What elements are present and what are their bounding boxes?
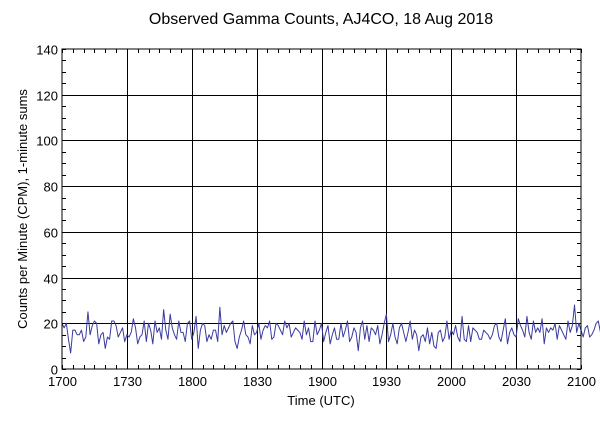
- y-tick-label: 20: [44, 317, 58, 332]
- x-tick-label: 2100: [567, 374, 596, 389]
- y-axis-title: Counts per Minute (CPM), 1-minute sums: [15, 89, 30, 329]
- minor-ticks: [62, 49, 582, 370]
- x-tick-label: 1830: [243, 374, 272, 389]
- y-tick-label: 80: [44, 180, 58, 195]
- y-tick-label: 140: [36, 43, 58, 58]
- y-tick-label: 0: [51, 363, 58, 378]
- x-tick-label: 1900: [308, 374, 337, 389]
- y-tick-label: 60: [44, 226, 58, 241]
- y-tick-labels: 0 20 40 60 80 100 120 140: [36, 43, 58, 378]
- x-tick-label: 2000: [437, 374, 466, 389]
- plot-frame: [61, 48, 582, 370]
- x-tick-label: 1930: [372, 374, 401, 389]
- series-line-0: [61, 304, 600, 354]
- series-layer: [61, 304, 600, 354]
- x-axis-title: Time (UTC): [287, 393, 354, 408]
- y-tick-label: 100: [36, 134, 58, 149]
- x-tick-label: 1730: [113, 374, 142, 389]
- x-tick-label: 1800: [178, 374, 207, 389]
- y-tick-label: 120: [36, 89, 58, 104]
- chart-title: Observed Gamma Counts, AJ4CO, 18 Aug 201…: [149, 11, 493, 28]
- x-tick-label: 1700: [48, 374, 77, 389]
- y-tick-label: 40: [44, 272, 58, 287]
- x-tick-label: 2030: [502, 374, 531, 389]
- plot-area: [62, 49, 581, 369]
- x-tick-labels: 1700 1730 1800 1830 1900 1930 2000 2030 2100: [48, 374, 596, 389]
- grid-lines: [62, 49, 581, 369]
